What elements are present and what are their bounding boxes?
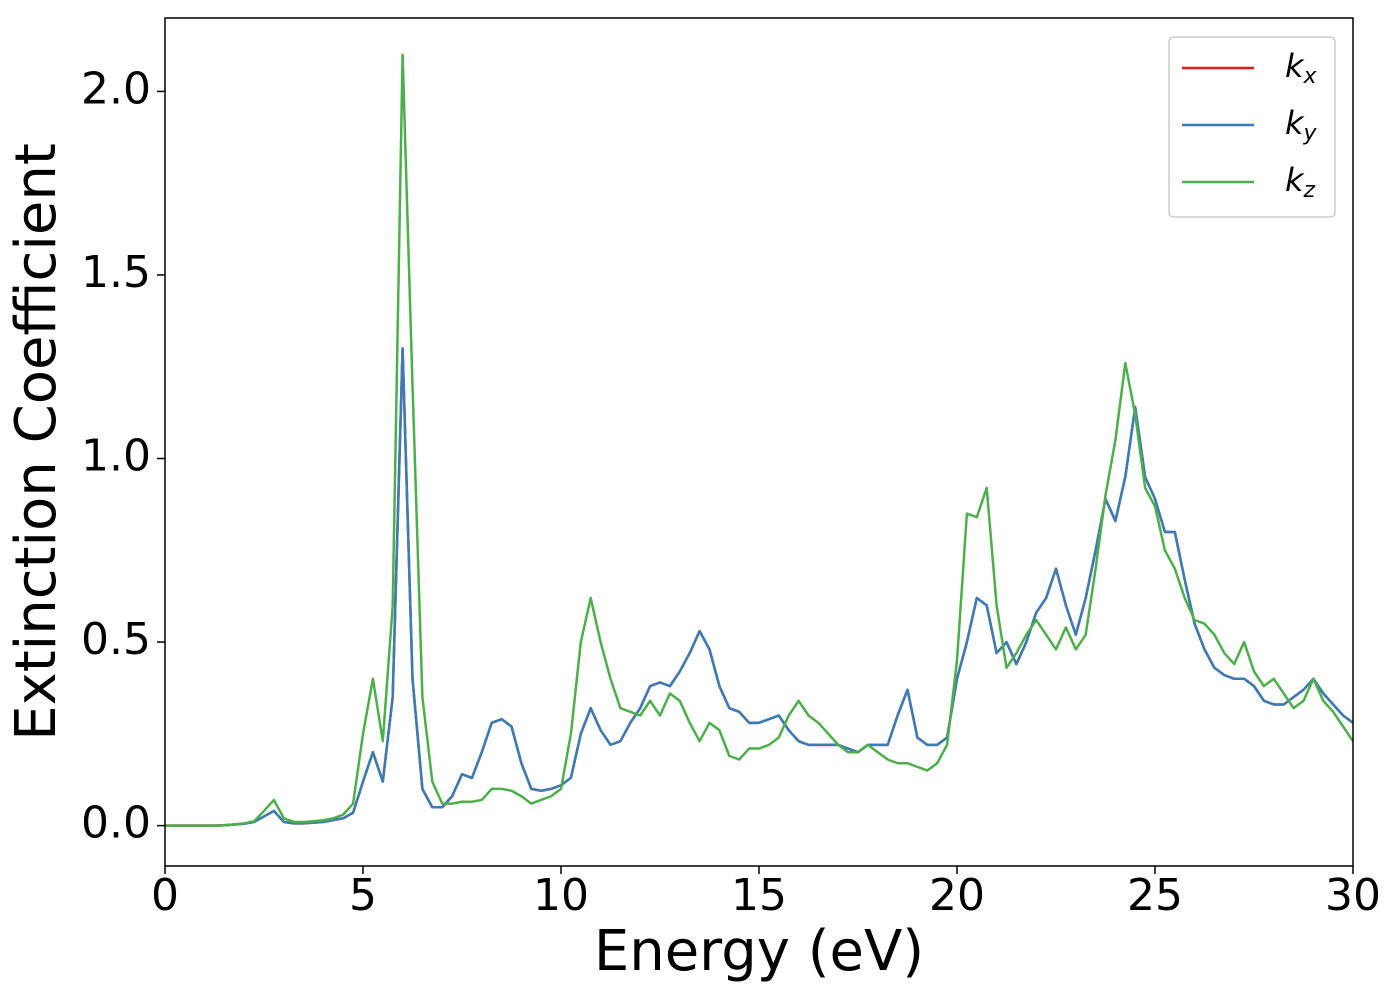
y-tick-label: 2.0 [81, 63, 151, 114]
x-axis-label: Energy (eV) [594, 919, 924, 984]
x-tick-label: 5 [349, 870, 377, 921]
legend-box [1168, 36, 1336, 218]
legend-label: ky [1285, 104, 1318, 146]
series-line [165, 347, 1353, 827]
x-tick-label: 10 [533, 870, 589, 921]
y-axis-label: Extinction Coefficient [4, 143, 69, 741]
y-tick-label: 1.5 [81, 247, 151, 298]
y-tick-label: 1.0 [81, 431, 151, 482]
y-tick-label: 0.5 [81, 614, 151, 665]
x-tick-label: 0 [151, 870, 179, 921]
series-line [165, 347, 1353, 827]
legend-label: kz [1285, 161, 1316, 203]
plot-frame [164, 17, 1354, 867]
x-tick-label: 25 [1127, 870, 1183, 921]
series-line [165, 53, 1353, 827]
y-tick-label: 0.0 [81, 798, 151, 849]
x-tick-label: 30 [1325, 870, 1381, 921]
x-tick-label: 15 [731, 870, 787, 921]
legend-label: kx [1285, 47, 1318, 89]
x-tick-label: 20 [929, 870, 985, 921]
